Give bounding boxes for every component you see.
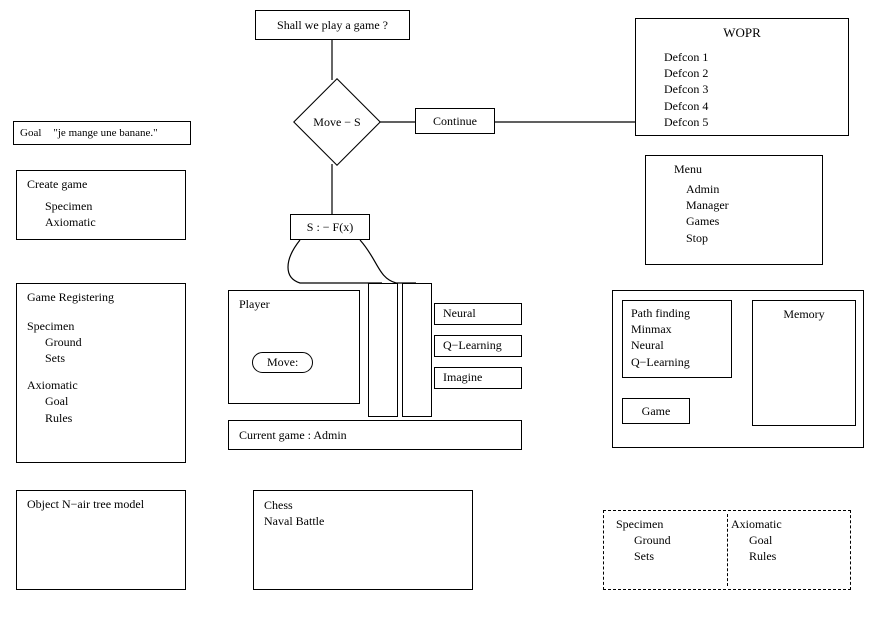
func-node: S : − F(x) bbox=[290, 214, 370, 240]
games-list-item: Chess bbox=[264, 497, 462, 513]
agent-list-item: Neural bbox=[631, 337, 723, 353]
wopr-item: Defcon 2 bbox=[646, 65, 838, 81]
wopr-item: Defcon 5 bbox=[646, 114, 838, 130]
agent-game-button-label: Game bbox=[642, 404, 671, 419]
dashed-right-title: Axiomatic bbox=[731, 517, 838, 532]
menu-item: Manager bbox=[656, 197, 812, 213]
gr-item: Sets bbox=[27, 350, 175, 366]
wopr-item: Defcon 1 bbox=[646, 49, 838, 65]
agent-game-button[interactable]: Game bbox=[622, 398, 690, 424]
func-label: S : − F(x) bbox=[307, 220, 353, 235]
diagram-stage: Shall we play a game ? Move − S Continue… bbox=[0, 0, 876, 630]
game-registering-title: Game Registering bbox=[27, 290, 175, 305]
menu-item: Games bbox=[656, 213, 812, 229]
tree-model-panel: Object N−air tree model bbox=[16, 490, 186, 590]
agent-memory-label: Memory bbox=[761, 307, 847, 322]
move-pill[interactable]: Move: bbox=[252, 352, 313, 373]
gr-item: Ground bbox=[27, 334, 175, 350]
dashed-panel-divider bbox=[727, 514, 728, 586]
kernel-label: Imagine bbox=[443, 370, 482, 384]
player-panel: Player bbox=[228, 290, 360, 404]
wopr-item: Defcon 4 bbox=[646, 98, 838, 114]
create-game-item: Axiomatic bbox=[27, 214, 175, 230]
dashed-left-item: Ground bbox=[616, 532, 723, 548]
agent-list-item: Path finding bbox=[631, 305, 723, 321]
start-node-label: Shall we play a game ? bbox=[277, 18, 388, 33]
current-game-bar: Current game : Admin bbox=[228, 420, 522, 450]
gr-group-title: Specimen bbox=[27, 319, 175, 334]
kernel-box: Imagine bbox=[434, 367, 522, 389]
create-game-panel: Create game Specimen Axiomatic bbox=[16, 170, 186, 240]
agent-list-item: Minmax bbox=[631, 321, 723, 337]
create-game-title: Create game bbox=[27, 177, 175, 192]
menu-item: Admin bbox=[656, 181, 812, 197]
menu-title: Menu bbox=[656, 162, 812, 177]
goal-box: Goal "je mange une banane." bbox=[13, 121, 191, 145]
game-registering-panel: Game Registering Specimen Ground Sets Ax… bbox=[16, 283, 186, 463]
games-list-panel: Chess Naval Battle bbox=[253, 490, 473, 590]
wopr-item: Defcon 3 bbox=[646, 81, 838, 97]
continue-node: Continue bbox=[415, 108, 495, 134]
move-pill-label: Move: bbox=[267, 355, 298, 369]
agent-memory: Memory bbox=[752, 300, 856, 426]
dashed-right-item: Rules bbox=[731, 548, 838, 564]
kernel-label: Q−Learning bbox=[443, 338, 502, 352]
agent-list-item: Q−Learning bbox=[631, 354, 723, 370]
games-list-item: Naval Battle bbox=[264, 513, 462, 529]
kernel-box: Neural bbox=[434, 303, 522, 325]
decision-node: Move − S bbox=[292, 77, 382, 167]
dashed-left-title: Specimen bbox=[616, 517, 723, 532]
gr-item: Goal bbox=[27, 393, 175, 409]
gr-group-title: Axiomatic bbox=[27, 378, 175, 393]
kernel-label: Neural bbox=[443, 306, 476, 320]
decision-label: Move − S bbox=[292, 77, 382, 167]
kernel-box: Q−Learning bbox=[434, 335, 522, 357]
agent-left-list: Path finding Minmax Neural Q−Learning bbox=[622, 300, 732, 378]
wopr-title: WOPR bbox=[646, 25, 838, 41]
menu-item: Stop bbox=[656, 230, 812, 246]
dashed-left-item: Sets bbox=[616, 548, 723, 564]
continue-label: Continue bbox=[433, 114, 477, 129]
goal-text: "je mange une banane." bbox=[53, 127, 157, 139]
menu-panel: Menu Admin Manager Games Stop bbox=[645, 155, 823, 265]
player-title: Player bbox=[239, 297, 349, 312]
tree-model-label: Object N−air tree model bbox=[27, 497, 175, 512]
gr-item: Rules bbox=[27, 410, 175, 426]
current-game-label: Current game : Admin bbox=[239, 428, 347, 443]
start-node: Shall we play a game ? bbox=[255, 10, 410, 40]
goal-prefix: Goal bbox=[20, 127, 41, 139]
create-game-item: Specimen bbox=[27, 198, 175, 214]
dashed-right-item: Goal bbox=[731, 532, 838, 548]
tall-rect-2 bbox=[402, 283, 432, 417]
wopr-panel: WOPR Defcon 1 Defcon 2 Defcon 3 Defcon 4… bbox=[635, 18, 849, 136]
tall-rect-1 bbox=[368, 283, 398, 417]
